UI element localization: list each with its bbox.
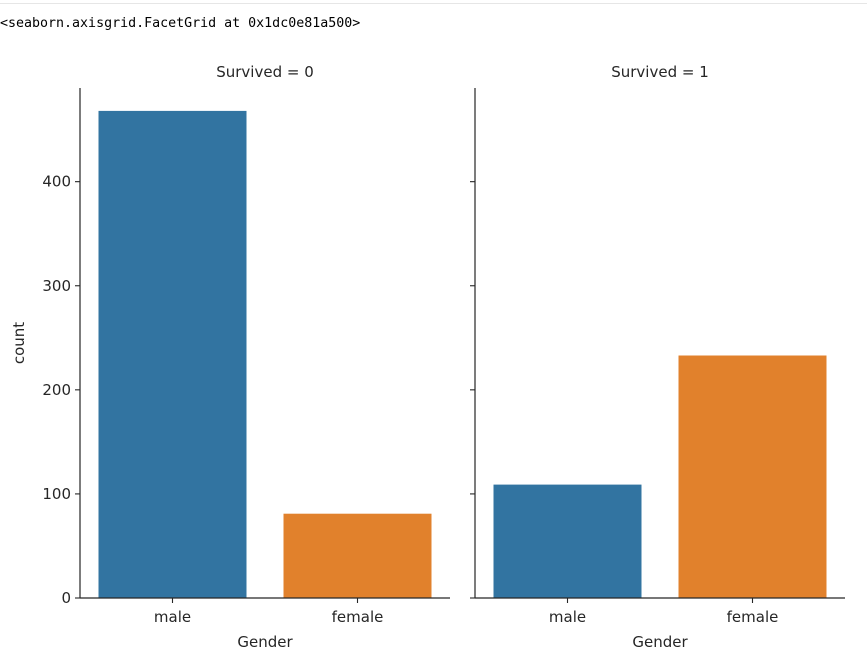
y-tick-label: 100 [42, 485, 71, 503]
x-tick-label-female: female [727, 608, 779, 626]
y-axis-label: count [10, 322, 28, 364]
x-tick-label-male: male [549, 608, 586, 626]
x-tick-label-male: male [154, 608, 191, 626]
y-tick-label: 200 [42, 381, 71, 399]
bar-male-facet-0 [98, 110, 247, 599]
top-divider [0, 3, 867, 4]
x-tick-label-female: female [332, 608, 384, 626]
bar-female-facet-1 [678, 355, 827, 598]
y-tick-label: 0 [61, 589, 71, 607]
x-axis-label: Gender [632, 633, 688, 651]
output-repr-text: <seaborn.axisgrid.FacetGrid at 0x1dc0e81… [0, 16, 361, 31]
bar-male-facet-1 [493, 484, 642, 598]
x-axis-label: Gender [237, 633, 293, 651]
facet-title: Survived = 1 [611, 63, 709, 81]
y-tick-label: 300 [42, 277, 71, 295]
bar-female-facet-0 [283, 513, 432, 598]
facet-title: Survived = 0 [216, 63, 314, 81]
y-tick-label: 400 [42, 173, 71, 191]
